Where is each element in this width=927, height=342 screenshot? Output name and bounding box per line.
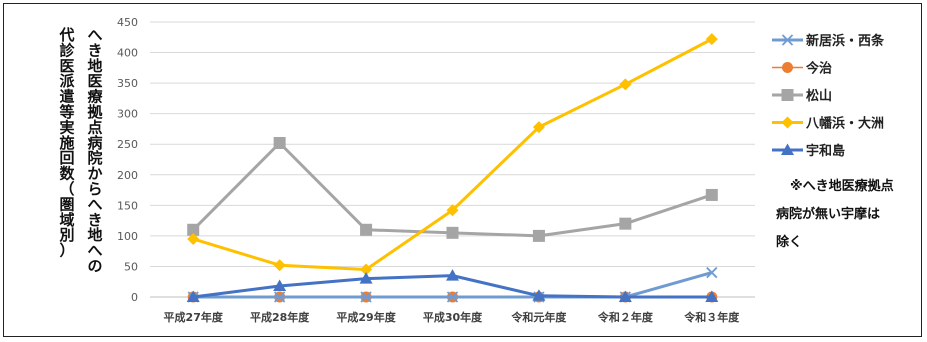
y-axis-title-line: へき地医療拠点病院からへき地への [87, 26, 103, 275]
y-tick-label: 200 [117, 169, 138, 182]
y-tick-label: 100 [117, 230, 138, 243]
data-point [446, 226, 459, 239]
legend-item: 今治 [772, 61, 832, 77]
data-point [273, 137, 286, 149]
note-line: 除く [776, 234, 802, 250]
data-point [273, 279, 287, 291]
data-point [273, 259, 286, 272]
x-tick-label: 平成29年度 [336, 310, 396, 324]
legend-marker [781, 89, 794, 101]
legend-marker [782, 62, 793, 73]
legend-marker [781, 116, 794, 129]
legend-item: 宇和島 [772, 143, 845, 159]
series-3 [187, 33, 718, 276]
y-tick-label: 0 [131, 291, 138, 304]
data-point [446, 204, 459, 217]
series-line [192, 141, 713, 238]
series-4 [186, 269, 719, 302]
legend-marker [781, 34, 794, 46]
x-tick-label: 平成30年度 [423, 310, 483, 324]
data-point [446, 269, 459, 281]
y-tick-label: 300 [117, 108, 138, 121]
data-point [532, 229, 545, 242]
data-point [532, 121, 545, 134]
data-point [360, 263, 373, 276]
legend-label: 宇和島 [806, 143, 845, 159]
series-2 [187, 137, 718, 242]
legend-label: 新居浜・西条 [806, 33, 885, 49]
data-point [705, 33, 718, 46]
data-point [360, 291, 372, 303]
data-point [359, 272, 373, 284]
data-point [274, 291, 286, 303]
series-lines [186, 33, 719, 303]
data-point [187, 223, 200, 236]
x-tick-label: 平成27年度 [164, 310, 224, 324]
legend-item: 新居浜・西条 [772, 33, 885, 49]
data-point [186, 290, 200, 302]
data-point [706, 266, 718, 279]
y-tick-label: 50 [124, 260, 138, 273]
data-point [705, 290, 719, 302]
y-tick-label: 150 [117, 199, 138, 212]
legend-label: 今治 [805, 61, 832, 77]
data-point [618, 290, 632, 302]
y-tick-label: 450 [117, 16, 138, 29]
x-tick-labels: 平成27年度 平成28年度 平成29年度 平成30年度 令和元年度 令和２年度 令和３年度 [164, 310, 741, 324]
data-point [532, 289, 546, 301]
y-tick-labels: 0 50 100 150 200 250 300 350 400 450 [117, 16, 138, 304]
y-tick-label: 350 [117, 77, 138, 90]
data-point [446, 291, 459, 303]
y-tick-label: 250 [117, 138, 138, 151]
note-line: ※へき地医療拠点 [790, 178, 894, 194]
chart-frame [3, 3, 922, 337]
x-tick-label: 令和２年度 [597, 310, 654, 324]
y-axis-title-line: 代診医派遣等実施回数（圏域別） [58, 26, 75, 260]
data-point [187, 232, 200, 245]
x-tick-label: 令和元年度 [510, 310, 567, 324]
data-point [360, 223, 373, 236]
legend-item: 八幡浜・大洲 [772, 116, 884, 132]
data-point [619, 217, 632, 230]
x-tick-label: 令和３年度 [683, 310, 740, 324]
x-tick-label: 平成28年度 [250, 310, 310, 324]
data-point [619, 78, 632, 91]
legend-label: 松山 [806, 88, 832, 104]
legend-marker [781, 143, 794, 155]
data-point [705, 188, 718, 201]
note-line: 病院が無い宇摩は [776, 206, 880, 222]
legend-item: 松山 [772, 88, 832, 104]
y-tick-label: 400 [117, 47, 138, 60]
legend-label: 八幡浜・大洲 [805, 116, 884, 132]
